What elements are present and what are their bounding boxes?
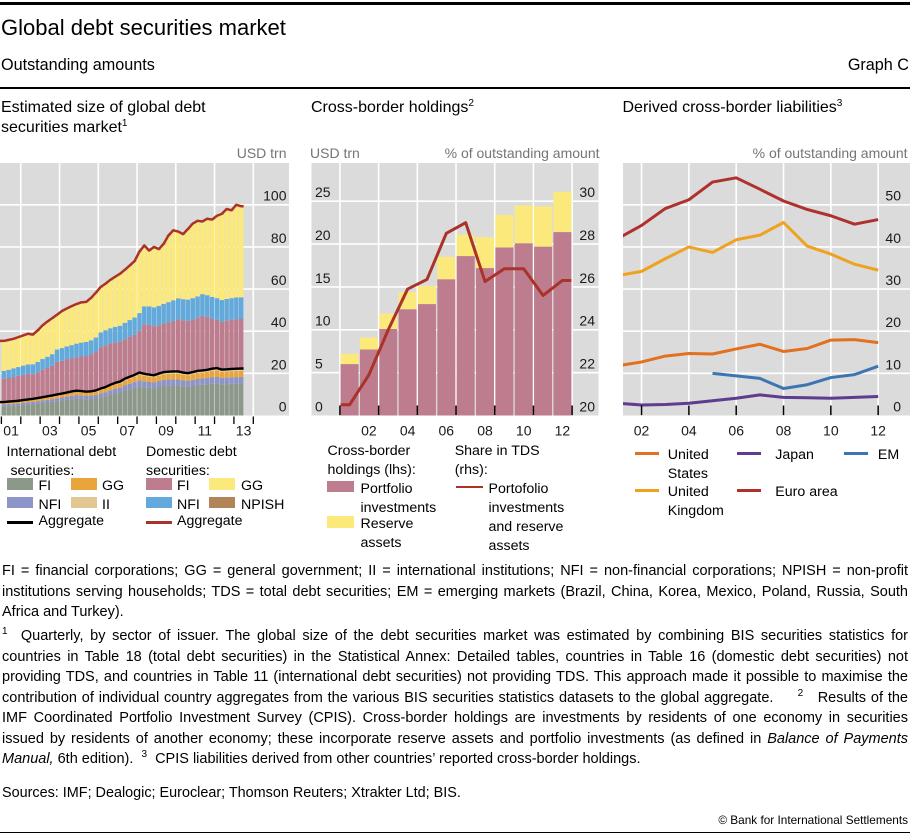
svg-text:0: 0 bbox=[315, 398, 323, 414]
svg-text:06: 06 bbox=[728, 423, 744, 439]
svg-text:06: 06 bbox=[439, 423, 455, 439]
svg-text:30: 30 bbox=[579, 184, 595, 200]
svg-text:USD trn: USD trn bbox=[310, 145, 360, 161]
svg-text:11: 11 bbox=[198, 423, 213, 439]
svg-text:08: 08 bbox=[776, 423, 792, 439]
svg-text:04: 04 bbox=[400, 423, 416, 439]
svg-text:% of outstanding amount: % of outstanding amount bbox=[445, 145, 600, 161]
svg-text:07: 07 bbox=[120, 423, 136, 439]
svg-text:20: 20 bbox=[315, 227, 331, 243]
svg-text:01: 01 bbox=[3, 423, 19, 439]
svg-text:10: 10 bbox=[315, 313, 331, 329]
svg-text:22: 22 bbox=[579, 356, 595, 372]
svg-text:25: 25 bbox=[315, 184, 331, 200]
svg-text:26: 26 bbox=[579, 270, 595, 286]
svg-text:10: 10 bbox=[823, 423, 839, 439]
svg-text:28: 28 bbox=[579, 227, 595, 243]
svg-text:40: 40 bbox=[885, 230, 901, 246]
svg-text:12: 12 bbox=[870, 423, 886, 439]
svg-text:08: 08 bbox=[477, 423, 493, 439]
svg-text:30: 30 bbox=[885, 272, 901, 288]
svg-text:03: 03 bbox=[42, 423, 58, 439]
svg-text:02: 02 bbox=[361, 423, 377, 439]
svg-text:12: 12 bbox=[555, 423, 571, 439]
svg-text:04: 04 bbox=[681, 423, 697, 439]
svg-text:% of outstanding amount: % of outstanding amount bbox=[753, 145, 908, 161]
svg-text:20: 20 bbox=[579, 398, 595, 414]
svg-text:USD trn: USD trn bbox=[237, 145, 287, 161]
svg-text:20: 20 bbox=[271, 356, 287, 372]
svg-text:80: 80 bbox=[271, 230, 287, 246]
svg-text:15: 15 bbox=[315, 270, 331, 286]
svg-text:100: 100 bbox=[263, 188, 287, 204]
svg-text:50: 50 bbox=[885, 188, 901, 204]
svg-text:05: 05 bbox=[81, 423, 97, 439]
svg-text:0: 0 bbox=[279, 398, 287, 414]
svg-text:24: 24 bbox=[579, 313, 595, 329]
svg-text:60: 60 bbox=[271, 272, 287, 288]
svg-text:5: 5 bbox=[315, 356, 323, 372]
svg-text:13: 13 bbox=[236, 423, 252, 439]
svg-text:0: 0 bbox=[893, 398, 901, 414]
svg-text:10: 10 bbox=[516, 423, 532, 439]
svg-text:02: 02 bbox=[634, 423, 650, 439]
svg-text:20: 20 bbox=[885, 314, 901, 330]
svg-text:40: 40 bbox=[271, 314, 287, 330]
svg-text:09: 09 bbox=[158, 423, 174, 439]
svg-text:10: 10 bbox=[885, 356, 901, 372]
